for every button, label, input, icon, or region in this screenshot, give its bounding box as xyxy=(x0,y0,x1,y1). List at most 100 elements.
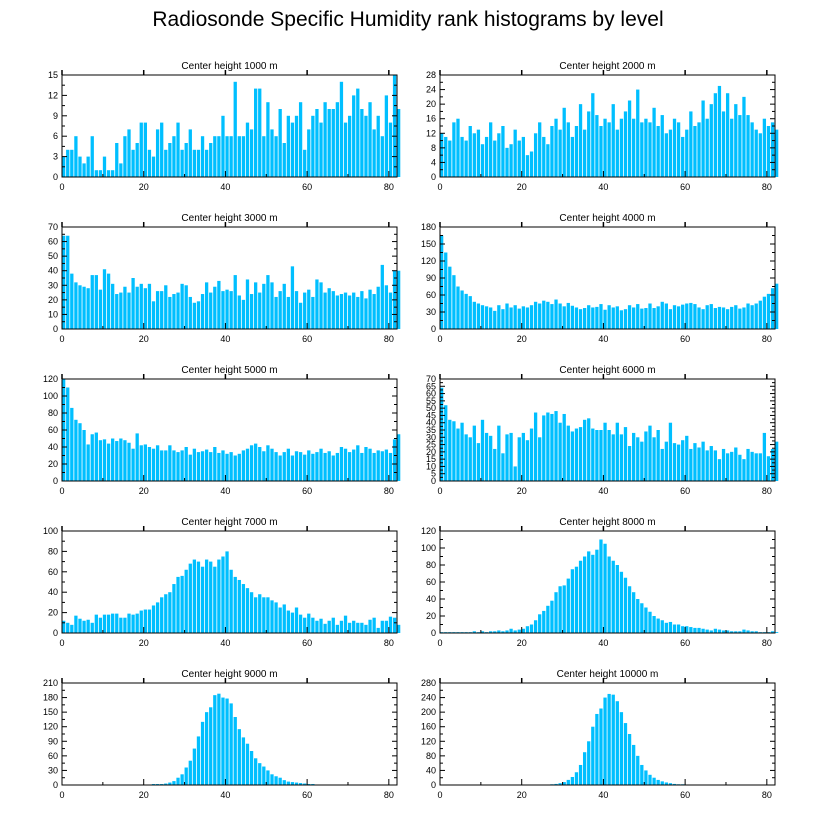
histogram-bar xyxy=(143,609,147,633)
y-tick-label: 45 xyxy=(426,410,436,420)
histogram-bar xyxy=(738,454,742,481)
histogram-bar xyxy=(225,453,229,481)
histogram-bar xyxy=(775,441,779,481)
histogram-bar xyxy=(607,430,611,481)
histogram-bar xyxy=(303,783,307,785)
histogram-bar xyxy=(762,296,767,329)
histogram-bar xyxy=(119,163,123,177)
y-tick-label: 50 xyxy=(426,403,436,413)
y-tick-label: 40 xyxy=(48,587,58,597)
histogram-bar xyxy=(266,597,270,633)
histogram-bar xyxy=(94,170,98,177)
histogram-bar xyxy=(298,102,303,177)
histogram-bar xyxy=(180,575,184,633)
histogram-bar xyxy=(70,624,74,633)
histogram-bar xyxy=(315,109,319,177)
y-tick-label: 60 xyxy=(48,567,58,577)
histogram-bar xyxy=(574,307,579,329)
histogram-bar xyxy=(168,592,172,633)
histogram-bar xyxy=(562,107,566,177)
y-tick-label: 25 xyxy=(426,440,436,450)
histogram-bar xyxy=(603,309,607,329)
histogram-bar xyxy=(668,129,673,177)
y-tick-label: 50 xyxy=(48,251,58,261)
histogram-bar xyxy=(668,422,673,481)
histogram-bar xyxy=(533,620,538,633)
histogram-bar xyxy=(582,308,587,329)
histogram-bar xyxy=(298,783,303,785)
histogram-bar xyxy=(444,136,448,177)
histogram-bar xyxy=(538,303,542,329)
histogram-bar xyxy=(119,292,123,329)
histogram-bar xyxy=(347,115,352,177)
histogram-bar xyxy=(713,93,718,177)
histogram-bar xyxy=(611,560,615,633)
histogram-bar xyxy=(143,122,147,177)
histogram-bar xyxy=(440,235,444,329)
histogram-bar xyxy=(274,776,278,785)
histogram-bar xyxy=(286,115,290,177)
histogram-bar xyxy=(489,307,493,329)
histogram-bar xyxy=(209,143,213,177)
histogram-bar xyxy=(644,431,648,481)
panel-title: Center height 9000 m xyxy=(181,669,277,680)
histogram-bar xyxy=(282,452,286,481)
histogram-bar xyxy=(464,434,468,481)
histogram-bar xyxy=(290,455,295,481)
histogram-bar xyxy=(570,136,575,177)
histogram-bar xyxy=(730,306,734,329)
x-tick-label: 60 xyxy=(302,638,312,648)
histogram-bar xyxy=(237,729,241,785)
histogram-bar xyxy=(356,88,360,177)
histogram-bar xyxy=(701,100,705,177)
histogram-bar xyxy=(595,713,599,785)
histogram-bar xyxy=(294,291,299,329)
histogram-bar xyxy=(119,617,123,633)
x-tick-label: 20 xyxy=(139,790,149,800)
histogram-bar xyxy=(717,629,722,633)
x-tick-label: 60 xyxy=(680,790,690,800)
histogram-bar xyxy=(656,779,660,785)
histogram-bar xyxy=(241,299,246,329)
histogram-bar xyxy=(196,301,201,329)
histogram-bar xyxy=(209,292,213,329)
y-tick-label: 80 xyxy=(426,560,436,570)
histogram-bar xyxy=(750,122,754,177)
histogram-bar xyxy=(82,430,86,481)
histogram-bar xyxy=(356,296,360,329)
histogram-bar xyxy=(209,561,213,633)
histogram-bar xyxy=(262,136,266,177)
histogram-bar xyxy=(546,412,550,481)
x-tick-label: 0 xyxy=(59,182,64,192)
histogram-bar xyxy=(86,619,90,633)
histogram-bar xyxy=(245,122,250,177)
histogram-bar xyxy=(360,452,364,481)
histogram-bar xyxy=(517,140,521,177)
y-tick-label: 90 xyxy=(426,273,436,283)
histogram-bar xyxy=(676,122,681,177)
histogram-bar xyxy=(86,288,90,329)
histogram-bar xyxy=(384,449,389,481)
histogram-bar xyxy=(327,288,331,329)
histogram-bar xyxy=(323,292,327,329)
histogram-bar xyxy=(200,566,205,633)
histogram-bar xyxy=(307,450,311,481)
histogram-bar xyxy=(542,415,546,481)
histogram-bar xyxy=(274,136,278,177)
histogram-bar xyxy=(164,285,168,329)
histogram-bar xyxy=(558,586,562,633)
x-tick-label: 80 xyxy=(384,638,394,648)
histogram-bar xyxy=(640,441,644,481)
histogram-bar xyxy=(372,129,376,177)
y-tick-label: 6 xyxy=(53,131,58,141)
histogram-bar xyxy=(111,613,115,633)
histogram-bar xyxy=(595,549,599,633)
y-tick-label: 60 xyxy=(426,290,436,300)
x-tick-label: 60 xyxy=(302,182,312,192)
histogram-bar xyxy=(705,629,709,633)
histogram-bar xyxy=(689,627,693,633)
histogram-bar xyxy=(668,309,673,329)
histogram-bar xyxy=(270,774,274,785)
y-tick-label: 15 xyxy=(48,70,58,80)
histogram-bar xyxy=(123,617,127,633)
